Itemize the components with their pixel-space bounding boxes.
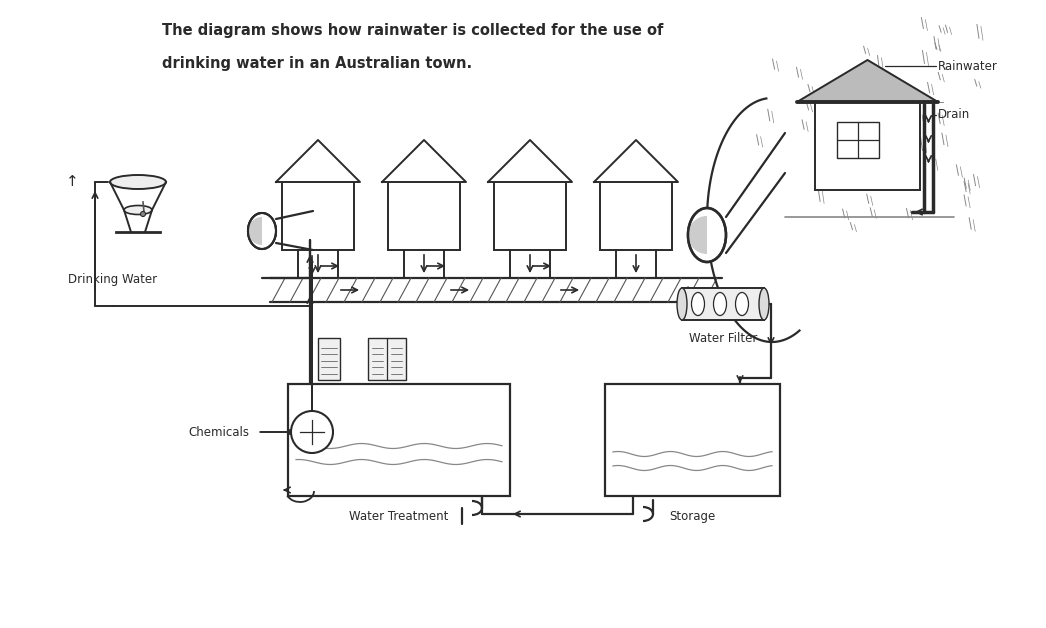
Text: drinking water in an Australian town.: drinking water in an Australian town. [162, 56, 472, 71]
Text: The diagram shows how rainwater is collected for the use of: The diagram shows how rainwater is colle… [162, 23, 663, 38]
Ellipse shape [124, 205, 152, 215]
Polygon shape [797, 60, 938, 102]
Bar [682, 288, 764, 320]
Bar [837, 122, 879, 158]
Bar [368, 338, 406, 380]
Text: Drain: Drain [938, 109, 971, 121]
Ellipse shape [677, 288, 687, 320]
Polygon shape [382, 140, 467, 182]
Ellipse shape [713, 293, 727, 315]
Text: Drinking Water: Drinking Water [68, 273, 157, 286]
Text: Rainwater: Rainwater [938, 60, 998, 72]
Text: Water Treatment: Water Treatment [349, 510, 449, 523]
Bar [815, 102, 920, 190]
Polygon shape [594, 140, 678, 182]
Text: Storage: Storage [669, 510, 715, 523]
Bar [282, 182, 354, 250]
Ellipse shape [735, 293, 749, 315]
Ellipse shape [248, 213, 276, 249]
Ellipse shape [691, 293, 705, 315]
Text: ↑: ↑ [66, 175, 78, 190]
Circle shape [291, 411, 333, 453]
Wedge shape [688, 216, 707, 254]
Bar [600, 182, 672, 250]
Ellipse shape [248, 213, 276, 249]
Wedge shape [248, 217, 262, 245]
Text: Chemicals: Chemicals [188, 426, 249, 438]
Polygon shape [276, 140, 360, 182]
Ellipse shape [110, 175, 166, 189]
Bar [318, 338, 340, 380]
Ellipse shape [688, 208, 726, 262]
Text: Water Filter: Water Filter [689, 332, 757, 345]
Bar [494, 182, 566, 250]
Circle shape [140, 212, 145, 217]
Polygon shape [488, 140, 572, 182]
Bar [605, 384, 780, 496]
Bar [288, 384, 510, 496]
Ellipse shape [759, 288, 769, 320]
Bar [388, 182, 460, 250]
Ellipse shape [248, 213, 276, 249]
